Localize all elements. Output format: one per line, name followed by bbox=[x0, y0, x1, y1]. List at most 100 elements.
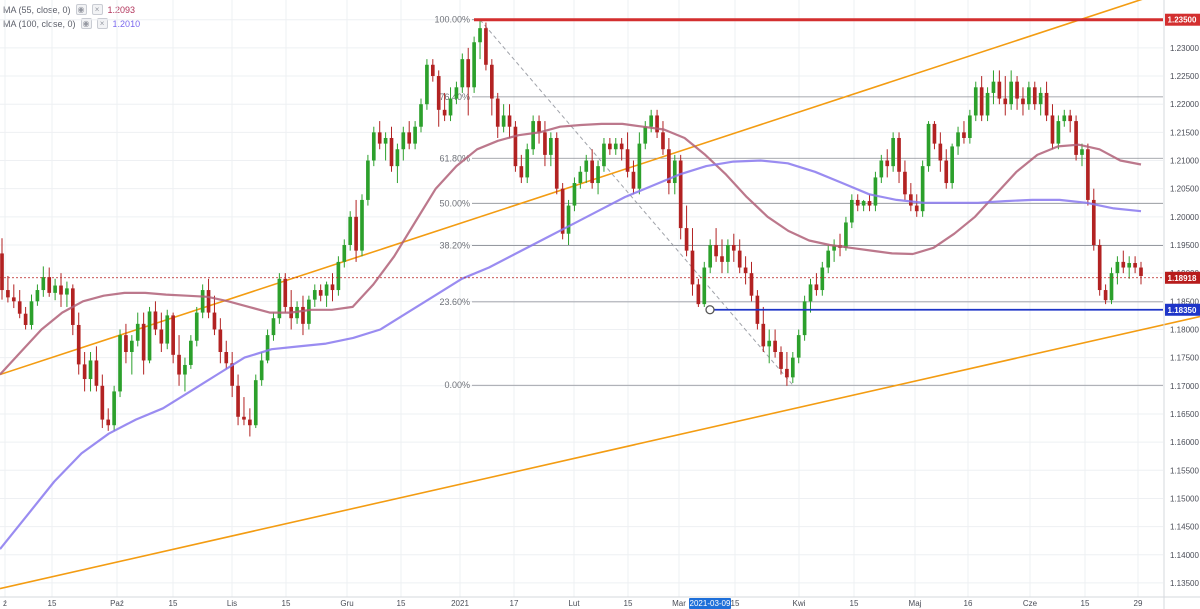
candle-body bbox=[106, 419, 111, 426]
candle-body bbox=[124, 335, 128, 353]
candle-body bbox=[962, 132, 966, 138]
candle-body bbox=[1044, 92, 1049, 116]
candle-body bbox=[1003, 98, 1008, 105]
candle-body bbox=[354, 216, 358, 251]
candle-body bbox=[1027, 87, 1031, 105]
candle-body bbox=[218, 329, 223, 353]
candle-body bbox=[844, 222, 848, 248]
candle-body bbox=[94, 360, 99, 386]
candle-body bbox=[519, 166, 524, 178]
candle-body bbox=[59, 285, 63, 295]
candle-body bbox=[1127, 263, 1132, 268]
candle-body bbox=[242, 416, 246, 420]
candle-body bbox=[147, 311, 152, 361]
y-tick-label: 1.22500 bbox=[1170, 72, 1199, 81]
legend-ma100: MA (100, close, 0) ◉ × 1.2010 bbox=[3, 18, 140, 29]
candle-body bbox=[1139, 267, 1143, 276]
candle-body bbox=[973, 87, 978, 116]
candle-body bbox=[489, 64, 494, 99]
candle-body bbox=[430, 64, 435, 77]
candle-body bbox=[29, 301, 34, 325]
candle-body bbox=[720, 256, 724, 262]
fib-level-label: 38.20% bbox=[439, 241, 470, 251]
candle-body bbox=[47, 277, 52, 293]
candle-body bbox=[578, 171, 583, 184]
x-tick-label: 2021 bbox=[451, 599, 469, 608]
y-tick-label: 1.18000 bbox=[1170, 325, 1199, 334]
candle-body bbox=[979, 87, 984, 116]
candle-body bbox=[6, 290, 10, 298]
candle-body bbox=[985, 92, 990, 116]
candle-body bbox=[932, 123, 937, 144]
candle-body bbox=[991, 81, 996, 93]
candle-body bbox=[407, 132, 412, 144]
x-tick-label: Mar bbox=[672, 599, 686, 608]
candle-body bbox=[135, 323, 140, 341]
candle-body bbox=[141, 323, 146, 361]
candle-body bbox=[743, 267, 748, 274]
x-tick-label: 17 bbox=[510, 599, 519, 608]
candle-body bbox=[619, 143, 624, 150]
candle-body bbox=[625, 149, 630, 172]
candle-body bbox=[501, 115, 506, 127]
candle-body bbox=[731, 244, 736, 251]
candle-body bbox=[419, 104, 423, 127]
candle-body bbox=[230, 363, 234, 386]
candle-body bbox=[271, 318, 276, 336]
candle-body bbox=[779, 352, 783, 369]
candle-body bbox=[690, 250, 695, 285]
candle-body bbox=[726, 244, 730, 262]
candle-body bbox=[637, 143, 642, 189]
anchor-point-marker[interactable] bbox=[705, 305, 715, 315]
candle-body bbox=[956, 132, 960, 147]
price-tag-label: 1.23500 bbox=[1168, 16, 1197, 25]
candle-body bbox=[377, 132, 382, 144]
candle-body bbox=[861, 201, 866, 206]
candle-body bbox=[183, 364, 187, 375]
close-icon[interactable]: × bbox=[96, 18, 108, 29]
candle-body bbox=[206, 290, 211, 313]
candle-body bbox=[1038, 92, 1043, 105]
candle-body bbox=[761, 323, 766, 347]
candle-body bbox=[11, 297, 16, 302]
candle-body bbox=[472, 42, 476, 88]
candle-body bbox=[566, 205, 571, 234]
candle-body bbox=[767, 340, 772, 347]
x-tick-label: 15 bbox=[48, 599, 57, 608]
candle-body bbox=[531, 121, 535, 150]
candle-body bbox=[832, 244, 836, 251]
candle-body bbox=[790, 357, 795, 378]
y-tick-label: 1.22000 bbox=[1170, 100, 1199, 109]
y-tick-label: 1.17500 bbox=[1170, 354, 1199, 363]
y-tick-label: 1.23000 bbox=[1170, 44, 1199, 53]
eye-icon[interactable]: ◉ bbox=[80, 18, 92, 29]
x-tick-label: 15 bbox=[624, 599, 633, 608]
candle-body bbox=[259, 360, 264, 381]
x-tick-label: 15 bbox=[169, 599, 178, 608]
candle-body bbox=[584, 160, 589, 172]
candle-body bbox=[602, 143, 606, 167]
candle-body bbox=[820, 267, 825, 291]
candle-body bbox=[643, 126, 648, 144]
x-highlight-box bbox=[689, 598, 731, 609]
candle-body bbox=[543, 132, 547, 155]
close-icon[interactable]: × bbox=[91, 4, 103, 15]
candle-body bbox=[301, 306, 305, 324]
candle-body bbox=[631, 171, 636, 189]
candle-body bbox=[814, 284, 819, 291]
candle-body bbox=[879, 160, 884, 178]
candle-body bbox=[153, 311, 158, 330]
candle-body bbox=[549, 137, 553, 155]
candle-body bbox=[312, 290, 317, 300]
candle-body bbox=[596, 166, 600, 184]
candle-body bbox=[678, 160, 683, 229]
y-tick-label: 1.21000 bbox=[1170, 157, 1199, 166]
candle-body bbox=[283, 278, 288, 307]
eye-icon[interactable]: ◉ bbox=[75, 4, 87, 15]
x-tick-label: Kwi bbox=[793, 599, 806, 608]
candle-body bbox=[920, 166, 925, 212]
legend-ma55-value: 1.2093 bbox=[107, 4, 136, 15]
candle-body bbox=[484, 28, 488, 65]
candle-body bbox=[389, 137, 394, 167]
